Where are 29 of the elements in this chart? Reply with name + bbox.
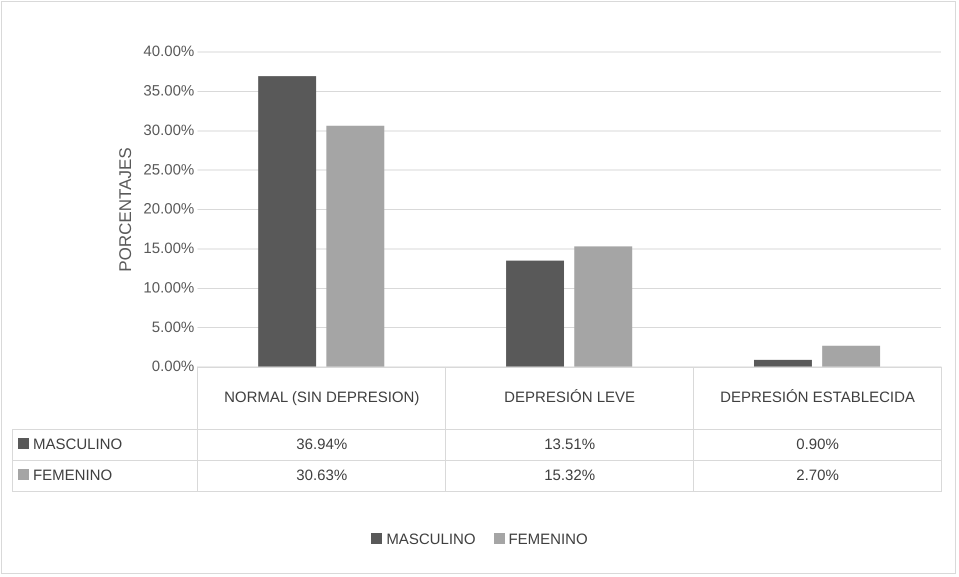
legend-label: MASCULINO <box>32 434 122 455</box>
x-tick-label: NORMAL (SIN DEPRESION) <box>197 367 446 430</box>
data-label: 36.94% <box>197 429 446 461</box>
y-tick-label: 0.00% <box>152 358 194 376</box>
y-tick-label: 25.00% <box>143 161 194 178</box>
legend-label: FEMENINO <box>508 531 588 548</box>
data-label: 30.63% <box>197 460 446 492</box>
y-tick-label: 20.00% <box>143 200 194 218</box>
bar <box>822 346 880 366</box>
data-label: 13.51% <box>445 429 694 461</box>
y-tick-label: 30.00% <box>143 122 194 139</box>
y-tick-label: 35.00% <box>143 82 194 100</box>
bar <box>754 360 812 366</box>
data-label: 0.90% <box>693 429 942 461</box>
y-tick-label: 40.00% <box>143 43 194 60</box>
bar <box>574 246 632 366</box>
data-label: 2.70% <box>693 460 942 492</box>
y-tick-label: 5.00% <box>152 318 194 336</box>
x-tick-label: DEPRESIÓN LEVE <box>445 367 694 430</box>
y-tick-label: 15.00% <box>143 240 194 258</box>
bar <box>326 126 384 366</box>
text: MASCULINO <box>386 531 476 548</box>
x-tick-label: DEPRESIÓN ESTABLECIDA <box>693 367 942 430</box>
data-label: 15.32% <box>445 460 694 492</box>
y-axis-title: PORCENTAJES <box>116 147 135 272</box>
text: FEMENINO <box>33 466 112 484</box>
bar <box>506 260 564 366</box>
bar <box>258 76 316 366</box>
y-tick-label: 10.00% <box>143 279 194 296</box>
